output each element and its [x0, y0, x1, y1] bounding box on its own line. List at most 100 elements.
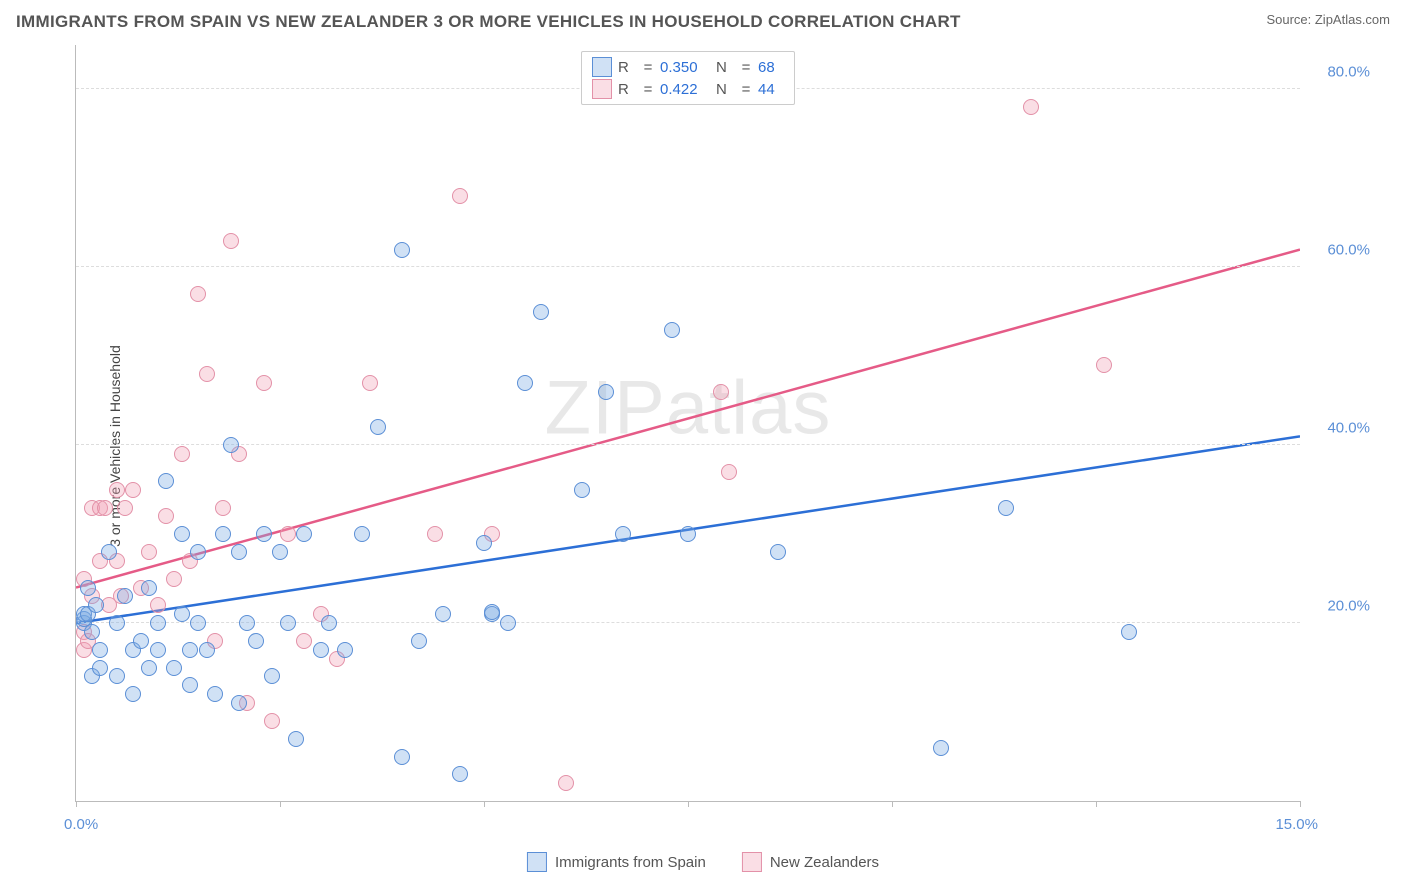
legend-stats-box: R = 0.350 N = 68 R = 0.422 N = 44 — [581, 51, 795, 105]
x-tick — [1300, 801, 1301, 807]
scatter-point-spain — [109, 668, 125, 684]
legend-stats-row-nz: R = 0.422 N = 44 — [592, 78, 784, 100]
scatter-point-spain — [435, 606, 451, 622]
scatter-point-spain — [933, 740, 949, 756]
scatter-point-spain — [411, 633, 427, 649]
legend-swatch-nz — [592, 79, 612, 99]
scatter-point-spain — [248, 633, 264, 649]
x-tick — [484, 801, 485, 807]
scatter-point-spain — [615, 526, 631, 542]
scatter-point-spain — [296, 526, 312, 542]
scatter-point-spain — [174, 606, 190, 622]
scatter-point-spain — [272, 544, 288, 560]
scatter-point-nz — [558, 775, 574, 791]
scatter-point-nz — [199, 366, 215, 382]
scatter-point-spain — [231, 695, 247, 711]
scatter-point-nz — [1096, 357, 1112, 373]
scatter-point-spain — [190, 544, 206, 560]
scatter-point-spain — [133, 633, 149, 649]
scatter-point-spain — [166, 660, 182, 676]
scatter-point-nz — [158, 508, 174, 524]
source-attribution: Source: ZipAtlas.com — [1266, 12, 1390, 27]
scatter-point-spain — [150, 615, 166, 631]
legend-swatch-nz-icon — [742, 852, 762, 872]
x-tick — [280, 801, 281, 807]
x-tick — [688, 801, 689, 807]
scatter-point-spain — [680, 526, 696, 542]
scatter-point-spain — [207, 686, 223, 702]
legend-r-label: R — [618, 81, 636, 98]
legend-label-nz: New Zealanders — [770, 854, 879, 871]
y-tick-label: 60.0% — [1310, 242, 1370, 259]
legend-n-value-spain: 68 — [758, 59, 784, 76]
y-tick-label: 40.0% — [1310, 420, 1370, 437]
scatter-point-nz — [256, 375, 272, 391]
scatter-point-spain — [664, 322, 680, 338]
scatter-point-nz — [109, 482, 125, 498]
scatter-point-spain — [337, 642, 353, 658]
scatter-point-nz — [174, 446, 190, 462]
scatter-point-nz — [166, 571, 182, 587]
legend-label-spain: Immigrants from Spain — [555, 854, 706, 871]
scatter-point-spain — [150, 642, 166, 658]
legend-eq: = — [740, 81, 752, 98]
scatter-point-spain — [92, 642, 108, 658]
legend-swatch-spain — [592, 57, 612, 77]
scatter-point-spain — [256, 526, 272, 542]
gridline-h — [76, 266, 1300, 267]
x-tick — [76, 801, 77, 807]
chart-title: IMMIGRANTS FROM SPAIN VS NEW ZEALANDER 3… — [16, 12, 961, 32]
source-prefix: Source: — [1266, 12, 1314, 27]
legend-r-label: R — [618, 59, 636, 76]
scatter-point-spain — [517, 375, 533, 391]
scatter-point-nz — [362, 375, 378, 391]
x-axis-max-label: 15.0% — [1275, 816, 1318, 833]
y-tick-label: 80.0% — [1310, 64, 1370, 81]
scatter-point-spain — [141, 580, 157, 596]
legend-eq: = — [740, 59, 752, 76]
scatter-point-spain — [125, 686, 141, 702]
scatter-point-spain — [92, 660, 108, 676]
scatter-point-spain — [1121, 624, 1137, 640]
legend-eq: = — [642, 59, 654, 76]
scatter-point-spain — [158, 473, 174, 489]
scatter-point-nz — [296, 633, 312, 649]
legend-n-label: N — [716, 59, 734, 76]
source-link[interactable]: ZipAtlas.com — [1315, 12, 1390, 27]
scatter-point-nz — [97, 500, 113, 516]
scatter-point-spain — [141, 660, 157, 676]
legend-swatch-spain-icon — [527, 852, 547, 872]
scatter-point-spain — [190, 615, 206, 631]
legend-r-value-spain: 0.350 — [660, 59, 710, 76]
x-tick — [1096, 801, 1097, 807]
scatter-point-spain — [770, 544, 786, 560]
legend-n-label: N — [716, 81, 734, 98]
scatter-point-spain — [288, 731, 304, 747]
scatter-point-spain — [231, 544, 247, 560]
scatter-point-nz — [713, 384, 729, 400]
scatter-point-spain — [80, 580, 96, 596]
scatter-point-spain — [533, 304, 549, 320]
legend-series: Immigrants from Spain New Zealanders — [527, 852, 879, 872]
scatter-point-spain — [476, 535, 492, 551]
scatter-point-spain — [182, 642, 198, 658]
plot-region: R = 0.350 N = 68 R = 0.422 N = 44 ZIPatl… — [75, 45, 1300, 802]
scatter-point-spain — [174, 526, 190, 542]
scatter-point-nz — [721, 464, 737, 480]
legend-eq: = — [642, 81, 654, 98]
x-tick — [892, 801, 893, 807]
scatter-point-spain — [280, 615, 296, 631]
regression-lines-svg — [76, 45, 1300, 801]
scatter-point-spain — [500, 615, 516, 631]
scatter-point-spain — [394, 242, 410, 258]
y-tick-label: 20.0% — [1310, 598, 1370, 615]
scatter-point-spain — [354, 526, 370, 542]
scatter-point-nz — [215, 500, 231, 516]
scatter-point-spain — [239, 615, 255, 631]
scatter-point-nz — [150, 597, 166, 613]
scatter-point-spain — [394, 749, 410, 765]
scatter-point-spain — [109, 615, 125, 631]
scatter-point-spain — [117, 588, 133, 604]
scatter-point-nz — [117, 500, 133, 516]
scatter-point-spain — [199, 642, 215, 658]
